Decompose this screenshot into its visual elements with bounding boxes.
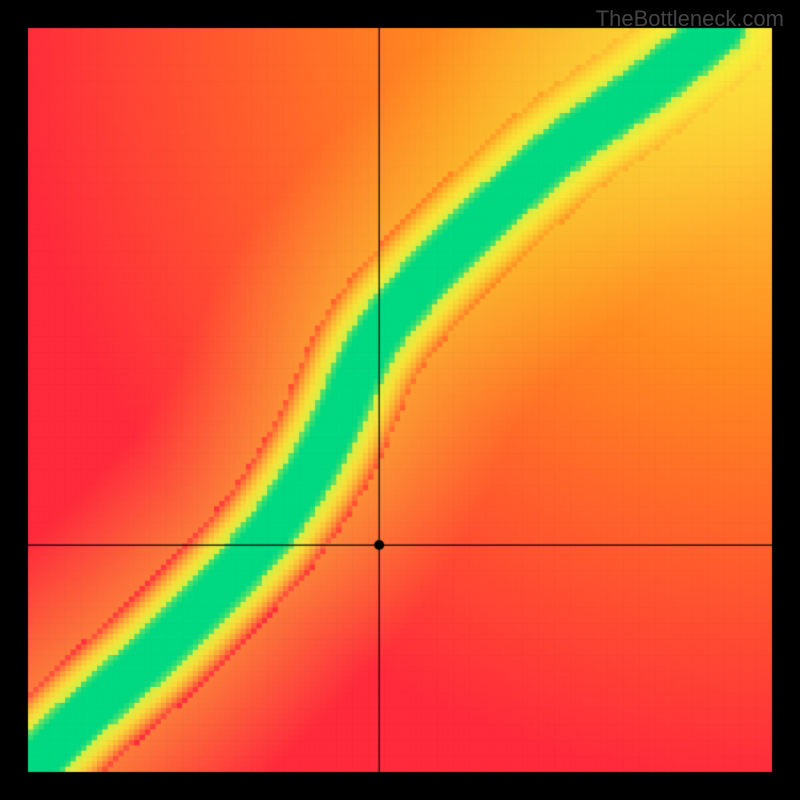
watermark-text: TheBottleneck.com xyxy=(596,6,784,32)
chart-container: TheBottleneck.com xyxy=(0,0,800,800)
heatmap-canvas xyxy=(0,0,800,800)
